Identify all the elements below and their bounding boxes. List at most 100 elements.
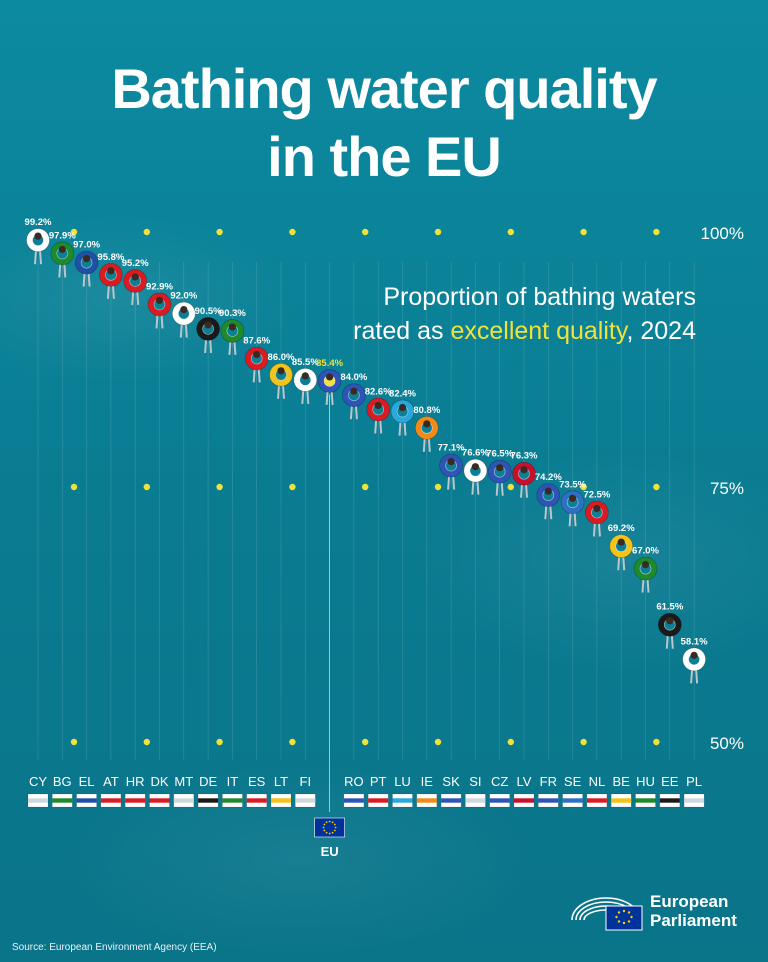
swimmer-leg — [665, 634, 669, 649]
country-flag-stripe — [465, 798, 486, 803]
swimmer-leg — [179, 323, 183, 338]
swimmer-head — [520, 466, 528, 474]
swimmer-head — [155, 296, 164, 305]
swimmer-head — [131, 273, 139, 281]
category-label: IE — [421, 774, 434, 789]
swimmer-leg — [277, 384, 280, 399]
swimmer-leg — [82, 272, 86, 287]
grid-dot — [289, 483, 296, 491]
swimmer-leg — [568, 512, 572, 527]
swimmer-leg — [325, 390, 329, 405]
swimmer-leg — [573, 512, 577, 527]
category-label: SK — [442, 774, 460, 789]
value-label: 61.5% — [656, 602, 683, 613]
country-flag-stripe — [271, 798, 291, 803]
country-flag-stripe — [562, 798, 583, 803]
value-label: 92.9% — [146, 281, 173, 292]
swimmer-head — [180, 306, 188, 314]
swimmer-head — [544, 487, 552, 495]
value-label: 58.1% — [681, 636, 708, 647]
swimmer-leg — [330, 390, 334, 405]
swimmer-leg — [63, 263, 67, 278]
swimmer-leg — [495, 481, 499, 496]
grid-dot — [653, 228, 660, 236]
country-flag-stripe — [149, 798, 170, 803]
swimmer-leg — [471, 480, 475, 495]
country-flag-stripe — [611, 798, 632, 803]
value-label: 97.9% — [49, 230, 76, 241]
swimmer-head — [204, 321, 212, 329]
grid-dot — [143, 228, 150, 236]
country-flag-stripe — [173, 798, 194, 803]
grid-dot — [580, 483, 587, 491]
title-line-1: Bathing water quality — [111, 57, 657, 120]
swimmer-leg — [136, 290, 140, 306]
country-flag-stripe — [489, 798, 510, 803]
category-label: DE — [199, 774, 217, 789]
grid-dot — [143, 738, 150, 746]
swimmer-leg — [34, 250, 37, 265]
grid-dot — [362, 738, 369, 746]
country-flag-stripe — [198, 798, 219, 803]
swimmer-leg — [670, 634, 674, 649]
swimmer-leg — [476, 480, 480, 495]
swimmer-leg — [525, 483, 528, 498]
country-flag-stripe — [586, 798, 607, 803]
swimmer-head — [253, 350, 261, 359]
value-label: 85.5% — [292, 357, 319, 368]
category-label: LU — [394, 774, 411, 789]
swimmer-leg — [427, 437, 431, 452]
country-flag-stripe — [514, 798, 534, 803]
eu-flag-star — [322, 826, 325, 829]
grid-dot — [580, 738, 587, 746]
grid-dot — [507, 738, 514, 746]
swimmer-head — [471, 463, 479, 471]
value-label: 77.1% — [438, 443, 465, 454]
grid-dot — [507, 483, 514, 491]
category-label: BG — [53, 774, 72, 789]
swimmer-leg — [520, 483, 523, 498]
country-flag-stripe — [76, 798, 97, 803]
category-label: NL — [589, 774, 606, 789]
swimmer-head — [617, 538, 625, 546]
swimmer-leg — [204, 338, 208, 353]
value-label: 97.0% — [73, 240, 100, 251]
swimmer-leg — [228, 340, 232, 356]
country-flag-stripe — [392, 798, 413, 803]
swimmer-leg — [233, 340, 237, 356]
eu-flag-star — [325, 821, 328, 824]
value-label: 80.8% — [413, 405, 440, 416]
value-label: 84.0% — [340, 372, 367, 383]
value-label: 90.5% — [195, 306, 222, 317]
logo-text: European Parliament — [650, 892, 737, 930]
category-label: CY — [29, 774, 47, 789]
country-flag-stripe — [416, 798, 437, 803]
swimmer-leg — [58, 263, 62, 278]
value-label: 76.6% — [462, 448, 489, 459]
swimmer-leg — [622, 556, 626, 571]
grid-dot — [216, 483, 223, 491]
value-label: 85.4% — [316, 358, 343, 369]
value-label: 95.2% — [122, 258, 149, 269]
category-label: LT — [274, 774, 288, 789]
y-tick-label: 50% — [710, 734, 744, 753]
swimmer-head — [350, 387, 358, 395]
swimmer-head — [277, 367, 285, 375]
eu-flag-star — [328, 832, 331, 835]
y-tick-label: 75% — [710, 479, 744, 498]
value-label: 76.3% — [511, 451, 538, 462]
country-flag-stripe — [295, 798, 316, 803]
swimmer-leg — [282, 384, 285, 399]
category-label: FI — [300, 774, 312, 789]
swimmer-leg — [452, 475, 456, 490]
country-flag-stripe — [343, 798, 364, 803]
swimmer-head — [107, 267, 115, 275]
swimmer-leg — [544, 505, 548, 520]
category-label: IT — [227, 774, 239, 789]
value-label: 86.0% — [268, 352, 295, 363]
value-label: 82.6% — [365, 386, 392, 397]
grid-dot — [216, 228, 223, 236]
value-label: 92.0% — [170, 291, 197, 302]
european-parliament-logo: European Parliament — [566, 884, 756, 936]
swimmer-leg — [349, 405, 353, 420]
